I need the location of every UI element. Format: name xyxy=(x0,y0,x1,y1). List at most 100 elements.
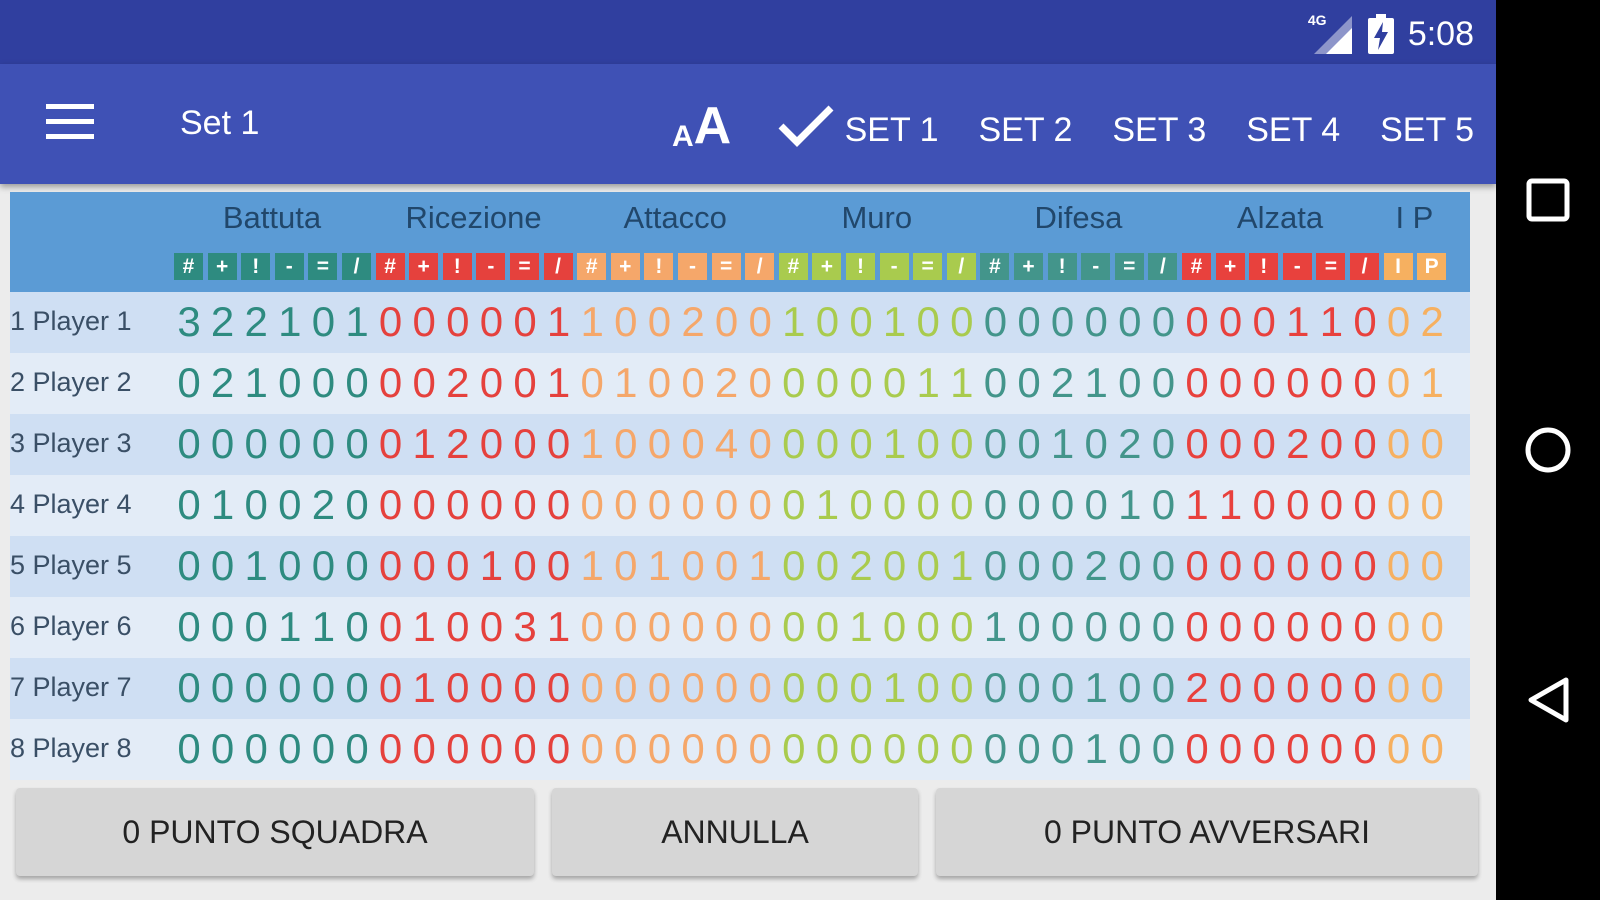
stat-cell[interactable]: 0 xyxy=(1386,603,1411,650)
stat-cell[interactable]: 0 xyxy=(815,420,840,467)
stat-cell[interactable]: 1 xyxy=(882,420,907,467)
stat-cell[interactable]: 0 xyxy=(1386,725,1411,772)
stat-cell[interactable]: 2 xyxy=(244,298,268,345)
stat-cell[interactable]: 0 xyxy=(378,603,403,650)
stat-cell[interactable]: 0 xyxy=(1386,664,1411,711)
stat-cell[interactable]: 0 xyxy=(177,603,201,650)
stat-cell[interactable]: 1 xyxy=(244,542,268,589)
stat-cell[interactable]: 0 xyxy=(311,359,336,406)
stat-cell[interactable]: 0 xyxy=(815,359,840,406)
stat-cell[interactable]: 0 xyxy=(983,481,1008,528)
stat-cell[interactable]: 0 xyxy=(546,420,571,467)
stat-cell[interactable]: 0 xyxy=(378,359,403,406)
stat-cell[interactable]: 0 xyxy=(1286,359,1310,406)
stat-cell[interactable]: 1 xyxy=(412,420,436,467)
stat-cell[interactable]: 0 xyxy=(513,664,537,711)
stat-cell[interactable]: 1 xyxy=(1050,420,1075,467)
stat-cell[interactable]: 0 xyxy=(1420,481,1444,528)
stat-cell[interactable]: 0 xyxy=(1218,298,1243,345)
stat-cell[interactable]: 0 xyxy=(210,725,235,772)
stat-cell[interactable]: 0 xyxy=(479,664,504,711)
stat-cell[interactable]: 0 xyxy=(882,359,907,406)
stat-cell[interactable]: 0 xyxy=(983,542,1008,589)
opponent-point-button[interactable]: 0 PUNTO AVVERSARI xyxy=(936,788,1478,876)
stat-cell[interactable]: 0 xyxy=(916,420,940,467)
stat-cell[interactable]: 0 xyxy=(580,359,604,406)
stat-cell[interactable]: 1 xyxy=(1420,359,1444,406)
stat-cell[interactable]: 1 xyxy=(580,298,604,345)
stat-cell[interactable]: 1 xyxy=(546,359,571,406)
stat-cell[interactable]: 1 xyxy=(1084,725,1108,772)
stat-cell[interactable]: 0 xyxy=(681,664,705,711)
stat-cell[interactable]: 0 xyxy=(1286,542,1310,589)
stat-cell[interactable]: 0 xyxy=(916,725,940,772)
stat-cell[interactable]: 0 xyxy=(882,603,907,650)
stat-cell[interactable]: 1 xyxy=(916,359,940,406)
stat-cell[interactable]: 0 xyxy=(950,603,974,650)
stat-cell[interactable]: 0 xyxy=(681,420,705,467)
stat-cell[interactable]: 0 xyxy=(782,603,806,650)
stat-cell[interactable]: 0 xyxy=(1319,603,1344,650)
stat-cell[interactable]: 0 xyxy=(1386,298,1411,345)
stat-cell[interactable]: 0 xyxy=(1319,481,1344,528)
stat-cell[interactable]: 0 xyxy=(614,603,638,650)
stat-cell[interactable]: 0 xyxy=(513,725,537,772)
stat-cell[interactable]: 0 xyxy=(580,725,604,772)
stat-cell[interactable]: 0 xyxy=(647,298,672,345)
stat-cell[interactable]: 0 xyxy=(1353,603,1377,650)
stat-cell[interactable]: 0 xyxy=(1252,603,1276,650)
tab-set-2[interactable]: SET 2 xyxy=(979,111,1073,150)
stat-cell[interactable]: 0 xyxy=(244,664,268,711)
stat-cell[interactable]: 0 xyxy=(513,420,537,467)
stat-cell[interactable]: 0 xyxy=(580,481,604,528)
stat-cell[interactable]: 0 xyxy=(1118,359,1142,406)
stat-cell[interactable]: 0 xyxy=(681,481,705,528)
stat-cell[interactable]: 0 xyxy=(244,603,268,650)
stat-cell[interactable]: 2 xyxy=(1185,664,1209,711)
stat-cell[interactable]: 1 xyxy=(580,542,604,589)
stat-cell[interactable]: 0 xyxy=(244,481,268,528)
stat-cell[interactable]: 0 xyxy=(479,420,504,467)
team-point-button[interactable]: 0 PUNTO SQUADRA xyxy=(16,788,534,876)
stat-cell[interactable]: 0 xyxy=(849,725,873,772)
stat-cell[interactable]: 0 xyxy=(1084,420,1108,467)
stat-cell[interactable]: 0 xyxy=(1151,481,1176,528)
stat-cell[interactable]: 2 xyxy=(714,359,739,406)
stat-cell[interactable]: 2 xyxy=(1420,298,1444,345)
stat-cell[interactable]: 0 xyxy=(748,420,772,467)
stat-cell[interactable]: 0 xyxy=(446,664,470,711)
stat-cell[interactable]: 0 xyxy=(748,664,772,711)
stat-cell[interactable]: 0 xyxy=(1252,664,1276,711)
stat-cell[interactable]: 0 xyxy=(983,725,1008,772)
back-triangle-icon[interactable] xyxy=(1516,668,1580,732)
tab-set-3[interactable]: SET 3 xyxy=(1112,111,1206,150)
stat-cell[interactable]: 0 xyxy=(378,542,403,589)
stat-cell[interactable]: 1 xyxy=(950,359,974,406)
stat-cell[interactable]: 0 xyxy=(1420,725,1444,772)
stat-cell[interactable]: 0 xyxy=(210,420,235,467)
stat-cell[interactable]: 0 xyxy=(1386,542,1411,589)
stat-cell[interactable]: 1 xyxy=(1084,664,1108,711)
tab-set-4[interactable]: SET 4 xyxy=(1246,111,1340,150)
stat-cell[interactable]: 0 xyxy=(278,359,302,406)
stat-cell[interactable]: 0 xyxy=(345,542,369,589)
stat-cell[interactable]: 1 xyxy=(546,603,571,650)
stat-cell[interactable]: 1 xyxy=(849,603,873,650)
stat-cell[interactable]: 0 xyxy=(714,481,739,528)
stat-cell[interactable]: 0 xyxy=(278,420,302,467)
stat-cell[interactable]: 2 xyxy=(1286,420,1310,467)
stat-cell[interactable]: 0 xyxy=(748,603,772,650)
stat-cell[interactable]: 0 xyxy=(311,725,336,772)
stat-cell[interactable]: 0 xyxy=(1151,603,1176,650)
stat-cell[interactable]: 0 xyxy=(210,603,235,650)
stat-cell[interactable]: 0 xyxy=(345,664,369,711)
stat-cell[interactable]: 0 xyxy=(446,298,470,345)
stat-cell[interactable]: 0 xyxy=(1050,603,1075,650)
stat-cell[interactable]: 1 xyxy=(882,664,907,711)
stat-cell[interactable]: 0 xyxy=(1218,420,1243,467)
stat-cell[interactable]: 0 xyxy=(714,542,739,589)
stat-cell[interactable]: 0 xyxy=(950,420,974,467)
stat-cell[interactable]: 0 xyxy=(177,481,201,528)
stat-cell[interactable]: 0 xyxy=(1151,542,1176,589)
stat-cell[interactable]: 0 xyxy=(1319,725,1344,772)
